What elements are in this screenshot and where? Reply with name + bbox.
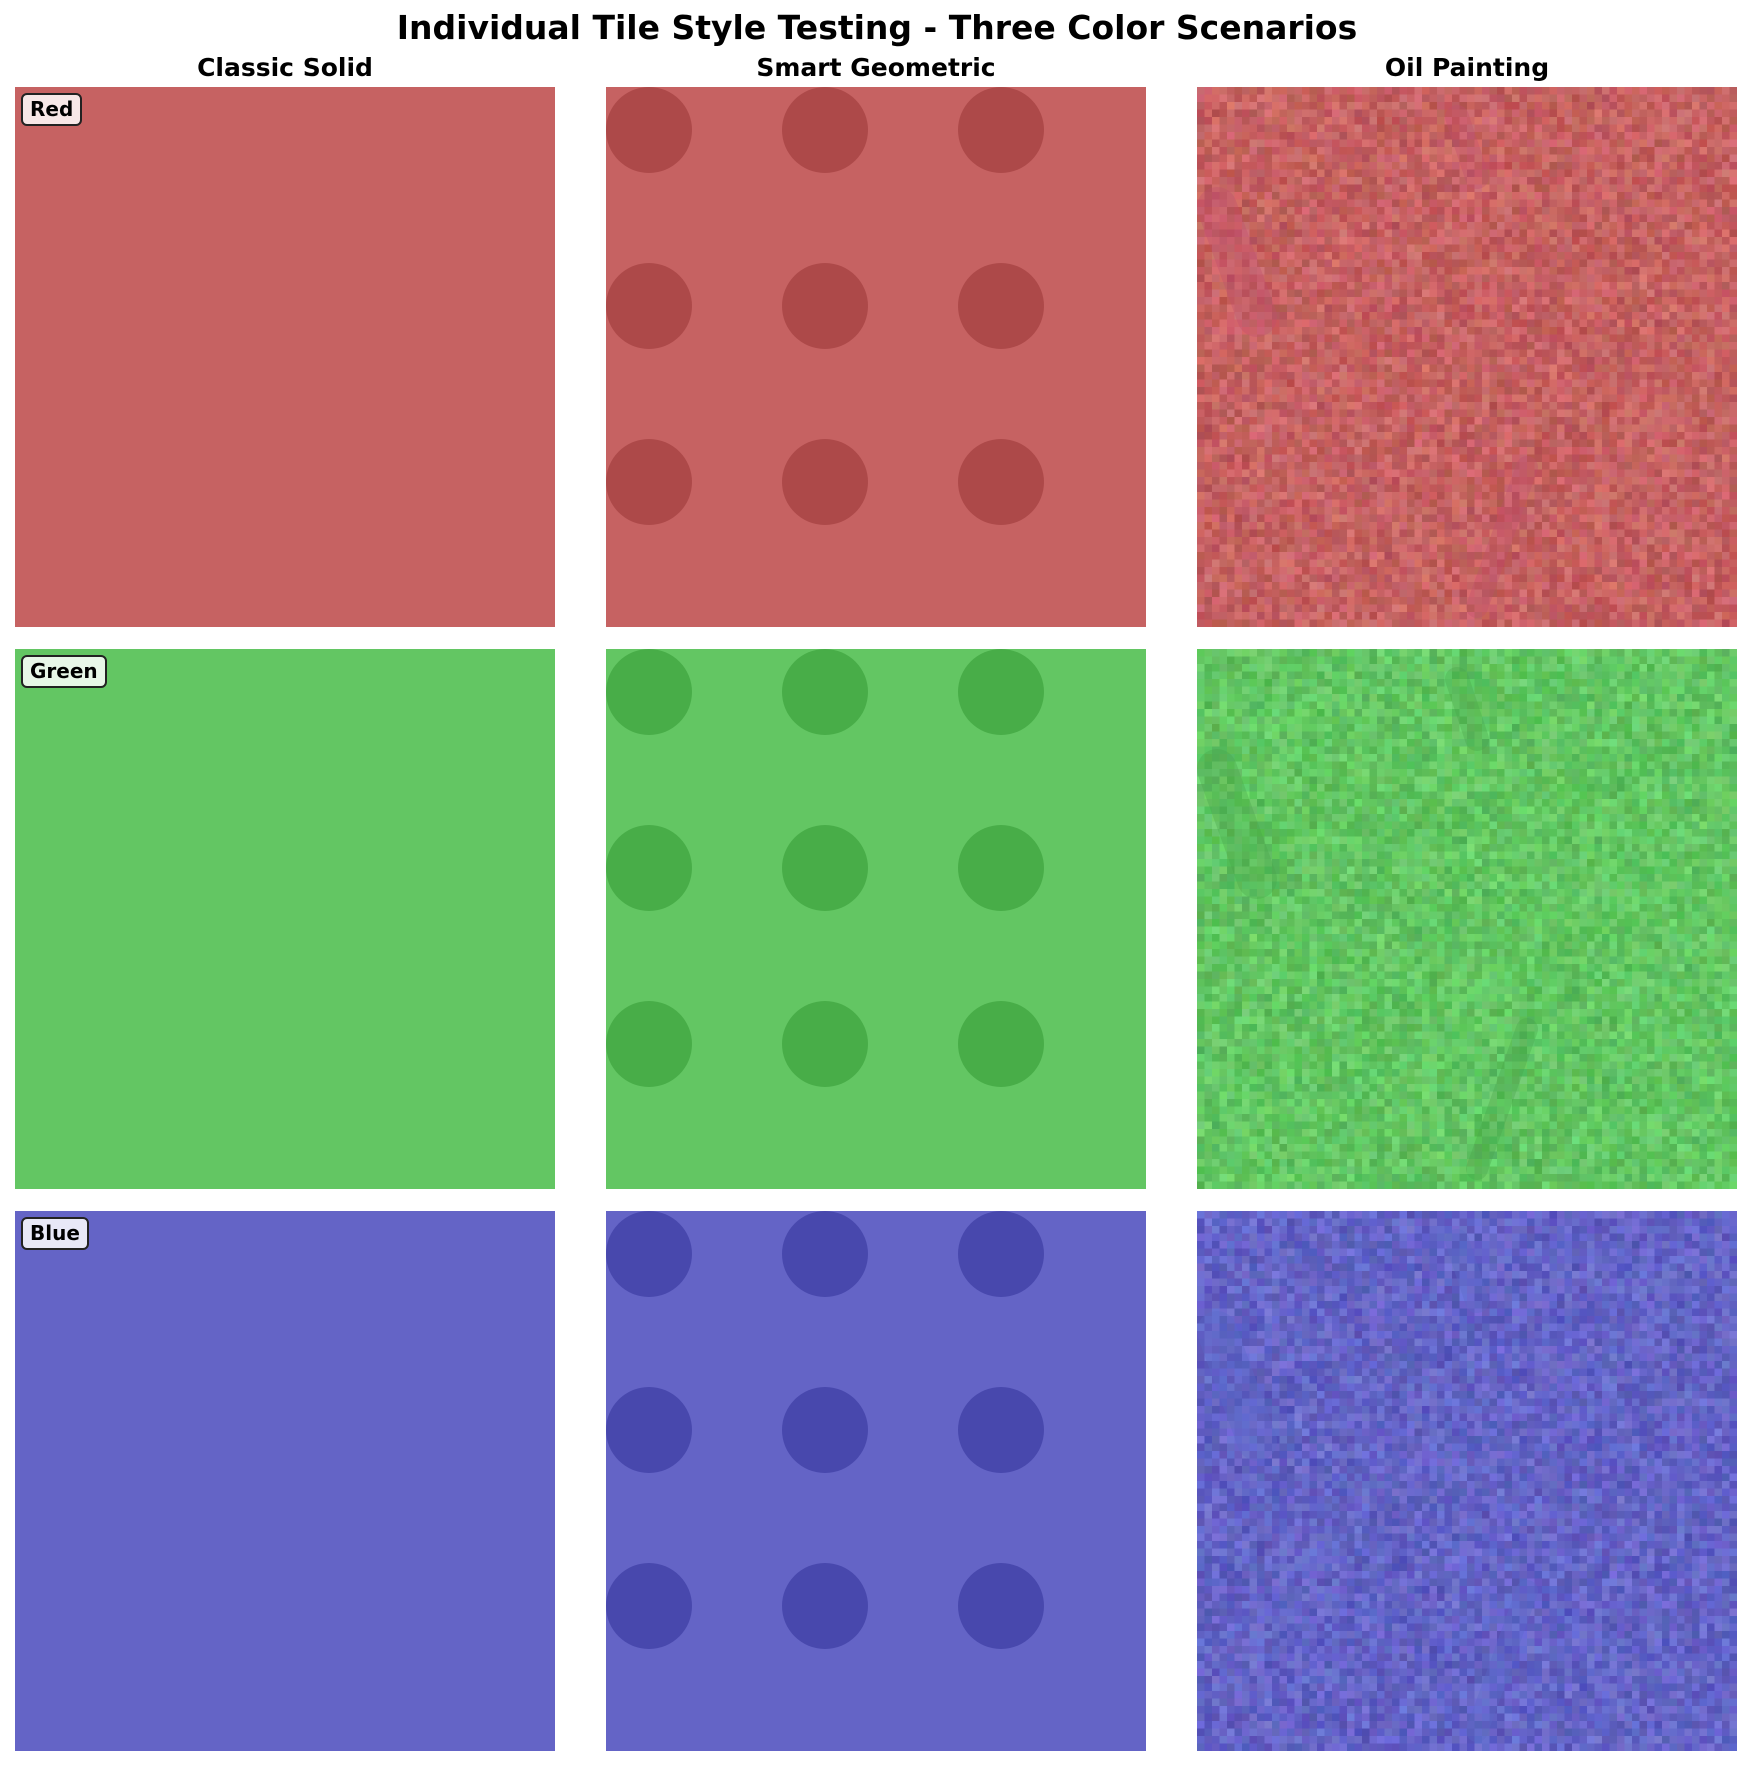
tile-blue-smart-geometric [606,1211,1146,1751]
paint-texture [1197,1211,1737,1751]
tile-image [15,1211,555,1751]
column-title-smart-geometric: Smart Geometric [756,53,996,82]
column-title-oil-painting: Oil Painting [1384,53,1550,82]
geometric-dot [958,1387,1044,1473]
brush-stroke [1197,1311,1277,1461]
color-label-badge: Blue [21,1217,89,1250]
tile-red-oil-painting [1197,87,1737,627]
tile-background [15,87,555,627]
geometric-dot [958,263,1044,349]
tile-red-classic-solid: Red [15,87,555,627]
geometric-dot [782,263,868,349]
brush-stroke [1445,1229,1489,1313]
geometric-dot [606,439,692,525]
tile-blue-classic-solid: Blue [15,1211,555,1751]
geometric-dot [958,825,1044,911]
color-label-badge: Red [21,93,83,126]
geometric-dot [958,1001,1044,1087]
geometric-dot [606,825,692,911]
tile-background [15,1211,555,1751]
brush-stroke [1466,1018,1538,1180]
tile-image [15,87,555,627]
brush-stroke [1466,456,1538,618]
geometric-dot [606,1001,692,1087]
tile-image [1197,649,1737,1189]
color-label-badge: Green [21,655,107,688]
paint-texture [1197,87,1737,627]
geometric-dot [958,87,1044,173]
geometric-dot [606,263,692,349]
geometric-dot [782,649,868,735]
tile-image [606,87,1146,627]
tile-green-classic-solid: Green [15,649,555,1189]
brush-stroke [1197,749,1277,899]
figure-title: Individual Tile Style Testing - Three Co… [396,8,1358,47]
tile-background [15,649,555,1189]
brush-stroke [1466,1580,1538,1742]
geometric-dot [782,439,868,525]
tile-background [606,1211,1146,1751]
tile-red-smart-geometric [606,87,1146,627]
geometric-dot [958,1211,1044,1297]
tile-blue-oil-painting [1197,1211,1737,1751]
brush-stroke [1445,667,1489,751]
tile-image [606,1211,1146,1751]
tile-background [606,87,1146,627]
tile-image [15,649,555,1189]
tile-image [606,649,1146,1189]
geometric-dot [782,1211,868,1297]
geometric-dot [606,87,692,173]
geometric-dot [782,87,868,173]
geometric-dot [782,1001,868,1087]
tile-green-smart-geometric [606,649,1146,1189]
geometric-dot [606,1563,692,1649]
geometric-dot [606,649,692,735]
tile-image [1197,1211,1737,1751]
geometric-dot [782,825,868,911]
brush-stroke [1445,105,1489,189]
column-title-classic-solid: Classic Solid [197,53,373,82]
geometric-dot [606,1211,692,1297]
tile-green-oil-painting [1197,649,1737,1189]
geometric-dot [958,439,1044,525]
geometric-dot [606,1387,692,1473]
geometric-dot [782,1563,868,1649]
tile-background [606,649,1146,1189]
tile-image [1197,87,1737,627]
geometric-dot [782,1387,868,1473]
geometric-dot [958,649,1044,735]
brush-stroke [1197,187,1277,337]
paint-texture [1197,649,1737,1189]
geometric-dot [958,1563,1044,1649]
